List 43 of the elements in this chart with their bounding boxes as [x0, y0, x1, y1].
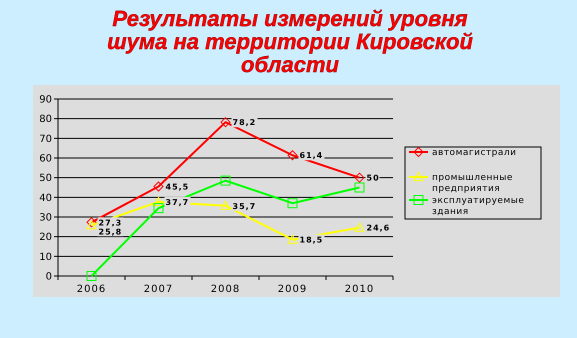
legend-label: автомагистрали: [432, 148, 516, 158]
x-tick-label: 2010: [344, 284, 374, 295]
data-label: 45,5: [166, 182, 190, 192]
data-label: 78,2: [232, 118, 256, 128]
y-tick-label: 80: [39, 114, 52, 126]
point: [354, 182, 364, 192]
x-tick-label: 2008: [210, 284, 240, 295]
point: [220, 200, 230, 210]
point: [154, 182, 164, 192]
legend-label: эксплуатируемые здания: [432, 196, 524, 217]
point: [354, 172, 364, 183]
y-tick-label: 30: [39, 212, 52, 224]
x-tick-label: 2007: [144, 284, 174, 295]
y-tick-label: 90: [39, 94, 52, 106]
chart-title: Результаты измерений уровня шума на территории Кировской области: [107, 6, 474, 77]
data-label: 61,4: [300, 151, 324, 160]
data-label: 37,7: [166, 198, 190, 207]
point: [86, 220, 96, 230]
data-label: 50: [366, 174, 380, 183]
y-tick-label: 70: [39, 134, 52, 145]
data-label: 18,5: [300, 236, 324, 245]
y-tick-label: 60: [39, 154, 52, 164]
point: [154, 196, 164, 206]
point: [86, 217, 96, 228]
x-tick-label: 2006: [76, 284, 106, 295]
x-tick-label: 2009: [278, 284, 308, 295]
data-label: 27,3: [98, 218, 122, 228]
y-tick-label: 40: [39, 192, 52, 204]
data-label: 35,7: [232, 202, 256, 211]
data-label: 25,8: [98, 227, 122, 236]
point: [354, 222, 364, 232]
point: [288, 150, 298, 160]
point: [220, 117, 230, 128]
point: [288, 234, 298, 244]
y-tick-label: 10: [39, 252, 52, 263]
y-tick-label: 50: [39, 173, 52, 184]
point: [220, 176, 230, 186]
y-tick-label: 0: [46, 272, 52, 282]
y-tick-label: 20: [39, 232, 52, 244]
point: [288, 198, 298, 208]
point: [86, 271, 96, 281]
point: [154, 203, 164, 214]
data-label: 24,6: [366, 224, 390, 233]
